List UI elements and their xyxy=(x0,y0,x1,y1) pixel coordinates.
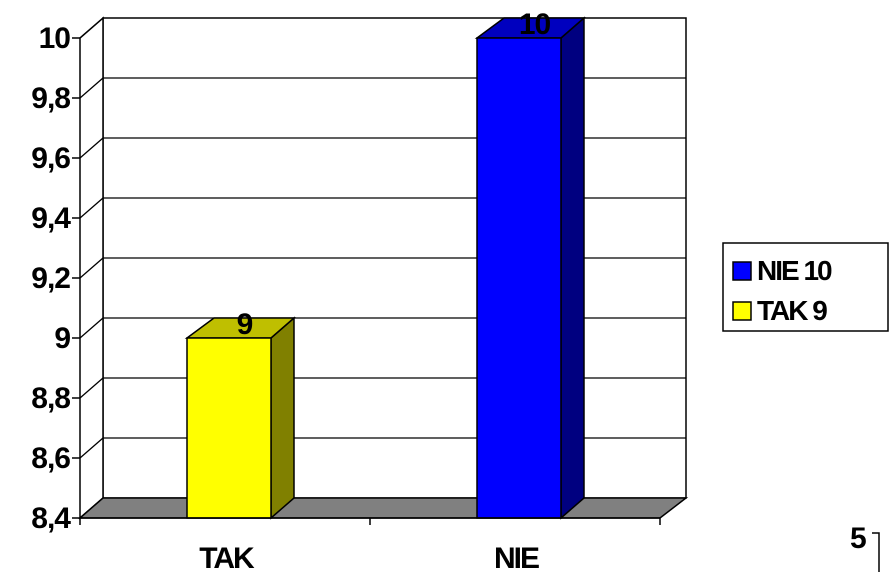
gridline-side xyxy=(79,197,104,219)
data-labels: 9 10 xyxy=(237,8,552,341)
gridline-side xyxy=(79,437,104,459)
gridline-side xyxy=(79,257,104,279)
y-tick-label: 9 xyxy=(54,322,70,355)
bar-side xyxy=(560,16,585,520)
legend-swatch xyxy=(732,301,752,321)
bar-front xyxy=(186,337,272,519)
data-label: 10 xyxy=(519,8,551,41)
gridline-side xyxy=(79,137,104,159)
y-tick-label: 10 xyxy=(39,22,71,55)
y-tick-label: 9,6 xyxy=(31,142,70,175)
y-tick-label: 8,8 xyxy=(31,382,70,415)
bar-side xyxy=(270,316,295,520)
gridlines xyxy=(79,77,686,459)
x-tick-label: NIE xyxy=(494,542,539,572)
x-axis-ticks: TAK NIE xyxy=(79,517,661,572)
gridline-side xyxy=(79,377,104,399)
legend-label: NIE 10 xyxy=(757,255,832,286)
data-label: 9 xyxy=(237,308,253,341)
y-tick-label: 8,4 xyxy=(31,502,71,535)
page-number: 5 xyxy=(850,522,867,555)
gridline-side xyxy=(79,317,104,339)
gridline-side xyxy=(79,77,104,99)
bar-nie xyxy=(474,16,587,520)
y-tick-label: 9,4 xyxy=(31,202,71,235)
plot-floor xyxy=(77,497,689,519)
legend-swatch xyxy=(732,261,752,281)
y-tick-label: 8,6 xyxy=(31,442,70,475)
legend-label: TAK 9 xyxy=(757,295,827,326)
y-tick-label: 9,2 xyxy=(31,262,70,295)
bar-front xyxy=(476,37,562,519)
y-axis-ticks: 8,4 8,6 8,8 9 9,2 9,4 9,6 9,8 10 xyxy=(31,22,80,535)
x-tick-label: TAK xyxy=(199,542,255,572)
bars xyxy=(184,16,587,520)
bar-tak xyxy=(184,316,297,520)
page-corner-line xyxy=(872,532,880,572)
y-tick-label: 9,8 xyxy=(31,82,70,115)
legend: NIE 10 TAK 9 xyxy=(722,242,889,332)
